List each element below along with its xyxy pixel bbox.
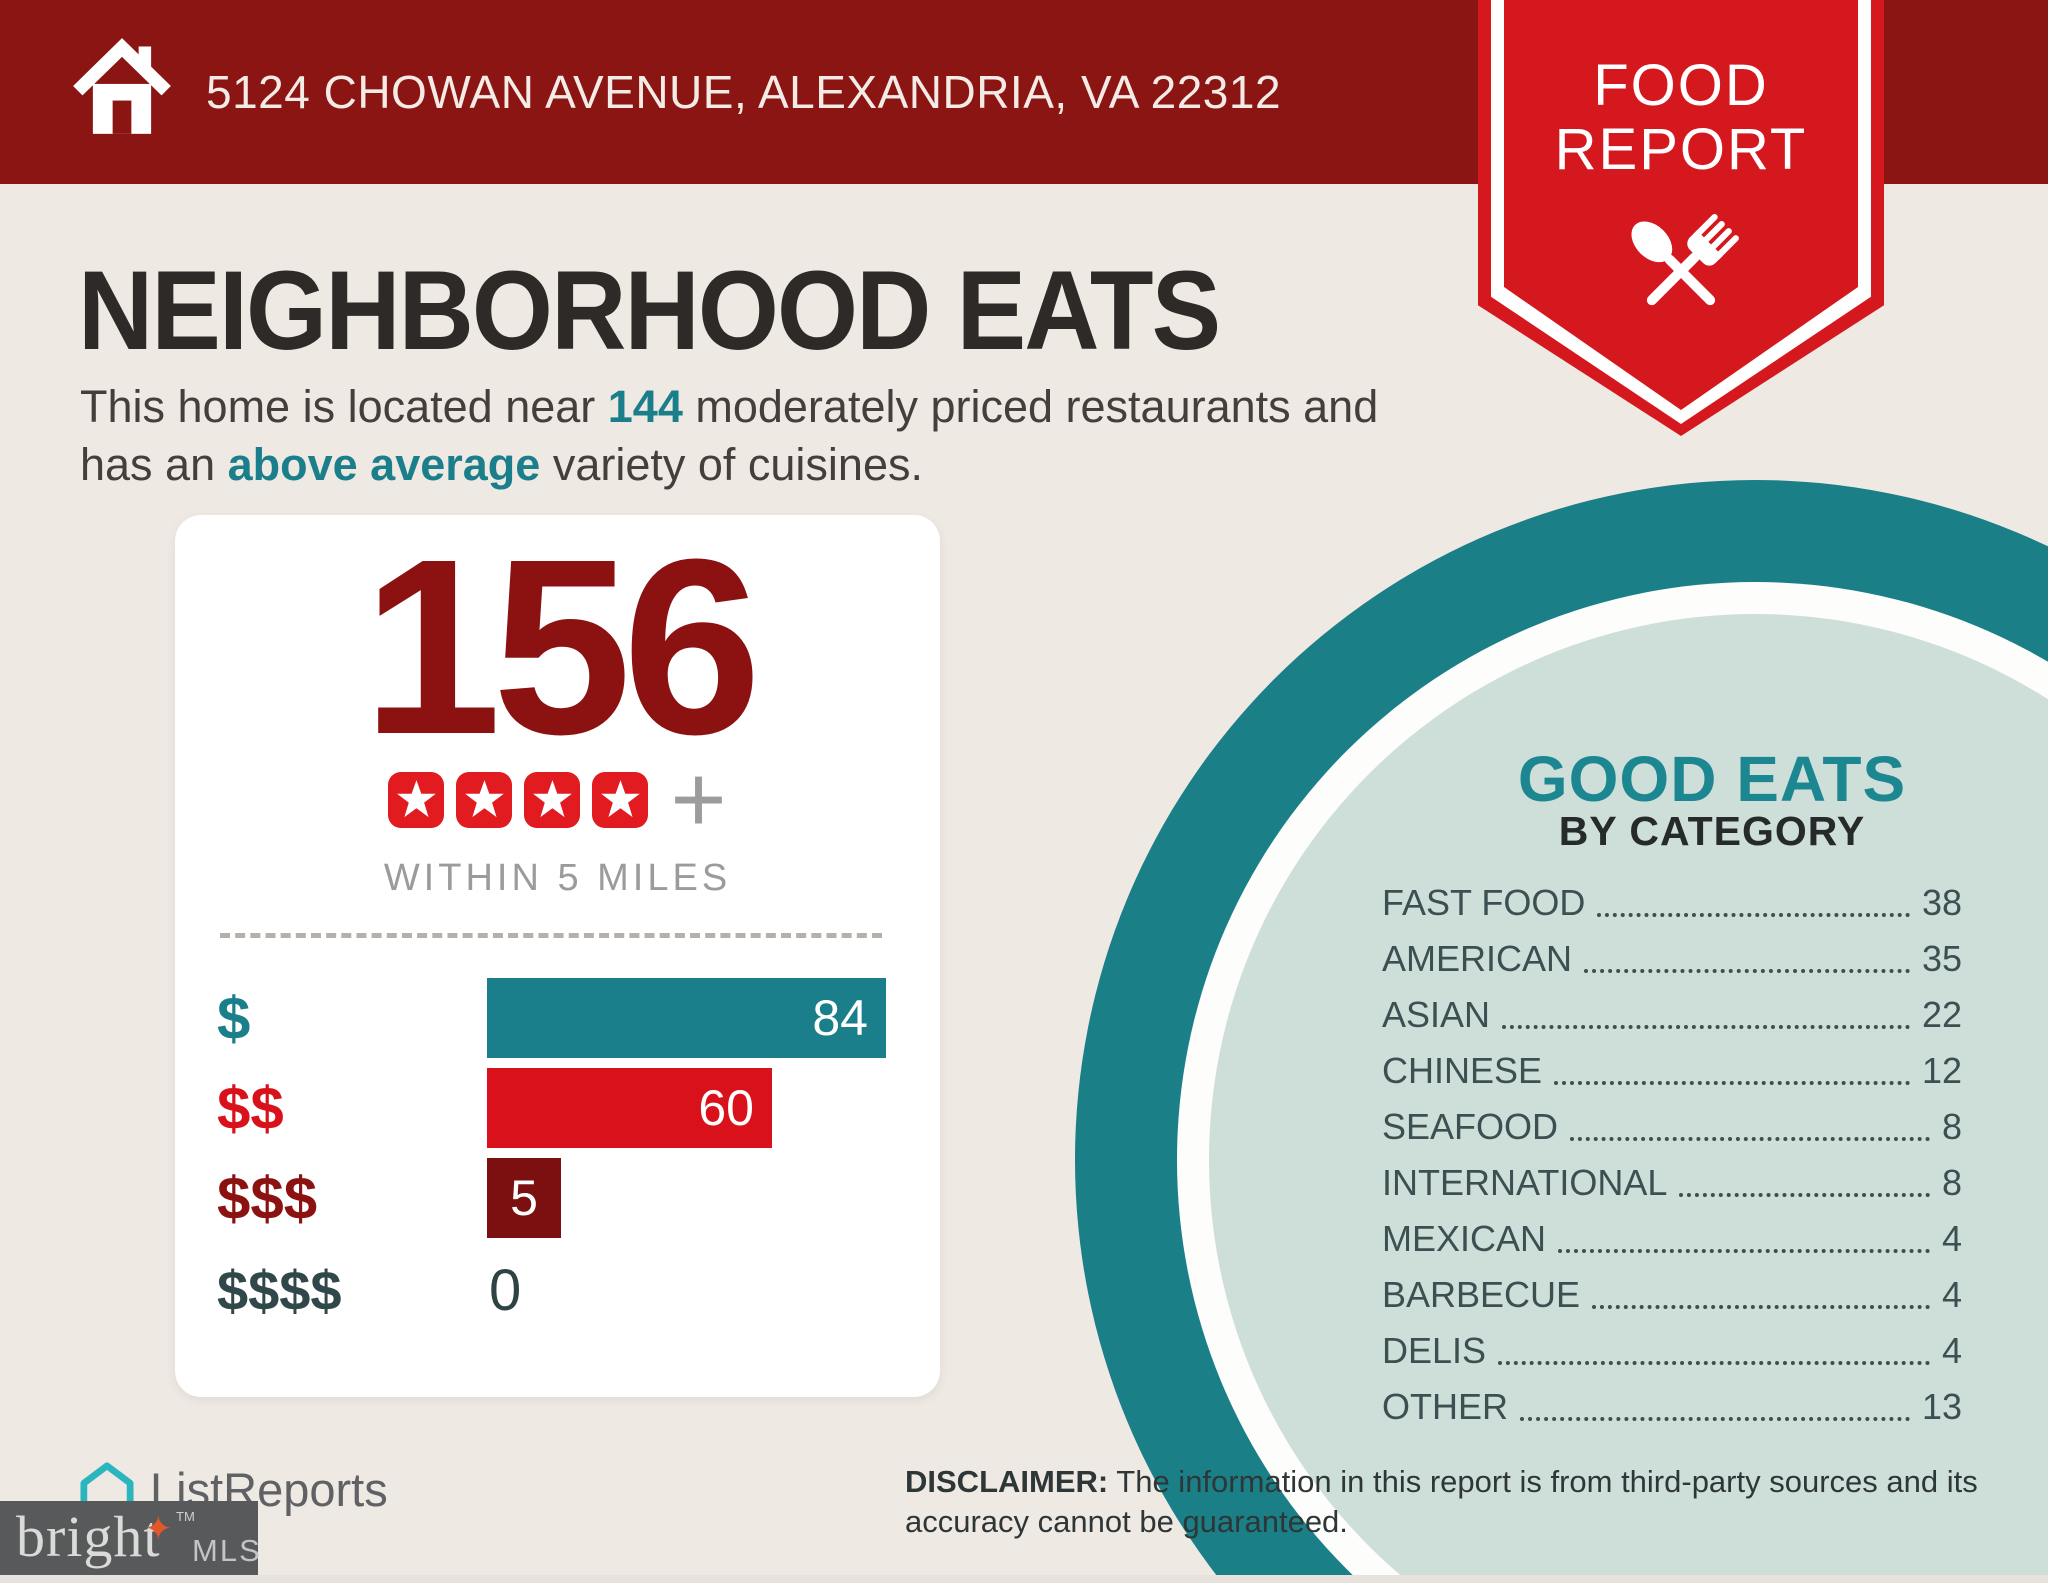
good-eats-subtitle: BY CATEGORY [1558,808,1866,854]
category-label: FAST FOOD [1382,882,1586,923]
category-row: MEXICAN 4 [1382,1218,1962,1260]
dot-leader [1570,1137,1930,1141]
bottom-strip [0,1575,2048,1583]
price-value: 0 [489,1257,522,1323]
star-icon [397,780,436,818]
category-value: 4 [1941,1330,1962,1371]
trademark-symbol: TM [176,1509,195,1524]
summary-card: 156 + WITHIN 5 MILES $ 84 $$ 60 $$$ 5 $$… [175,515,940,1397]
price-label: $ [217,984,251,1052]
star-tile [456,772,513,828]
category-row: INTERNATIONAL 8 [1382,1162,1962,1204]
price-row: $ 84 [217,978,904,1058]
category-value: 4 [1941,1218,1962,1259]
price-value: 60 [698,1080,754,1136]
category-row: BARBECUE 4 [1382,1274,1962,1316]
category-value: 38 [1921,882,1962,923]
dot-leader [1592,1305,1930,1309]
utensils-icon [1606,196,1756,351]
dot-leader [1554,1081,1910,1085]
category-label: BARBECUE [1382,1274,1581,1315]
listreports-house-icon [76,1460,138,1519]
star-icon [533,780,572,818]
restaurant-count-highlight: 144 [607,381,683,432]
home-icon [70,28,174,144]
star-tile [592,772,649,828]
ribbon-title-line2: REPORT [1554,117,1808,182]
price-row: $$ 60 [217,1068,904,1148]
category-label: INTERNATIONAL [1382,1162,1668,1203]
price-value: 84 [812,990,868,1046]
category-row: DELIS 4 [1382,1330,1962,1372]
category-row: CHINESE 12 [1382,1050,1962,1092]
price-bar: 5 [487,1158,561,1238]
category-row: ASIAN 22 [1382,994,1962,1036]
disclaimer: DISCLAIMER: The information in this repo… [905,1464,1978,1539]
star-tiles [388,772,649,828]
category-value: 22 [1921,994,1962,1035]
star-sparkle-icon: ✦ [144,1510,173,1548]
page-title: NEIGHBORHOOD EATS [78,248,1221,373]
category-list: FAST FOOD 38 AMERICAN 35 ASIAN 22 CHINESE 12… [1382,882,1962,1444]
dot-leader [1498,1361,1930,1365]
dot-leader [1502,1025,1910,1029]
category-row: OTHER 13 [1382,1386,1962,1428]
dot-leader [1679,1193,1930,1197]
brightmls-wordmark: bright [16,1504,161,1569]
variety-highlight: above average [227,439,541,490]
category-value: 35 [1921,938,1962,979]
category-label: AMERICAN [1382,938,1573,979]
category-label: OTHER [1382,1386,1508,1427]
good-eats-title: GOOD EATS [1517,743,1907,815]
category-value: 13 [1921,1386,1962,1427]
mls-label: MLS [192,1533,262,1568]
price-bar: 60 [487,1068,772,1148]
category-row: AMERICAN 35 [1382,938,1962,980]
dot-leader [1520,1417,1910,1421]
plus-sign: + [670,746,727,853]
dot-leader [1558,1249,1930,1253]
price-label: $$ [217,1074,284,1142]
category-label: MEXICAN [1382,1218,1547,1259]
star-icon [601,780,640,818]
price-row: $$$ 5 [217,1158,904,1238]
food-report-ribbon: FOOD REPORT [1478,0,1884,436]
dot-leader [1597,913,1910,917]
total-restaurants-number: 156 [362,507,761,786]
category-label: CHINESE [1382,1050,1543,1091]
price-label: $$$$ [217,1258,342,1322]
category-value: 8 [1941,1106,1962,1147]
intro-line1: This home is located near 144 moderately… [80,381,1379,432]
property-address: 5124 CHOWAN AVENUE, ALEXANDRIA, VA 22312 [206,66,1282,118]
listreports-logo: ListReports [76,1460,388,1519]
intro-text: This home is located near 144 moderately… [80,378,1378,494]
category-label: DELIS [1382,1330,1487,1371]
disclaimer-label: DISCLAIMER: [905,1464,1109,1499]
radius-label: WITHIN 5 MILES [383,857,732,899]
category-value: 8 [1941,1162,1962,1203]
star-rating: + [175,746,940,853]
category-label: ASIAN [1382,994,1491,1035]
category-value: 12 [1921,1050,1962,1091]
price-label: $$$ [217,1164,318,1232]
category-row: FAST FOOD 38 [1382,882,1962,924]
dot-leader [1584,969,1910,973]
category-row: SEAFOOD 8 [1382,1106,1962,1148]
dashed-divider [220,933,882,938]
star-icon [465,780,504,818]
price-value: 5 [510,1170,538,1226]
brightmls-watermark: bright ✦ TM MLS [0,1501,260,1577]
price-bar: 84 [487,978,886,1058]
category-label: SEAFOOD [1382,1106,1559,1147]
category-value: 4 [1941,1274,1962,1315]
price-row: $$$$ 0 [217,1255,904,1325]
ribbon-title-line1: FOOD [1593,53,1769,118]
star-tile [388,772,445,828]
star-tile [524,772,581,828]
intro-line2: has an above average variety of cuisines… [80,439,923,490]
